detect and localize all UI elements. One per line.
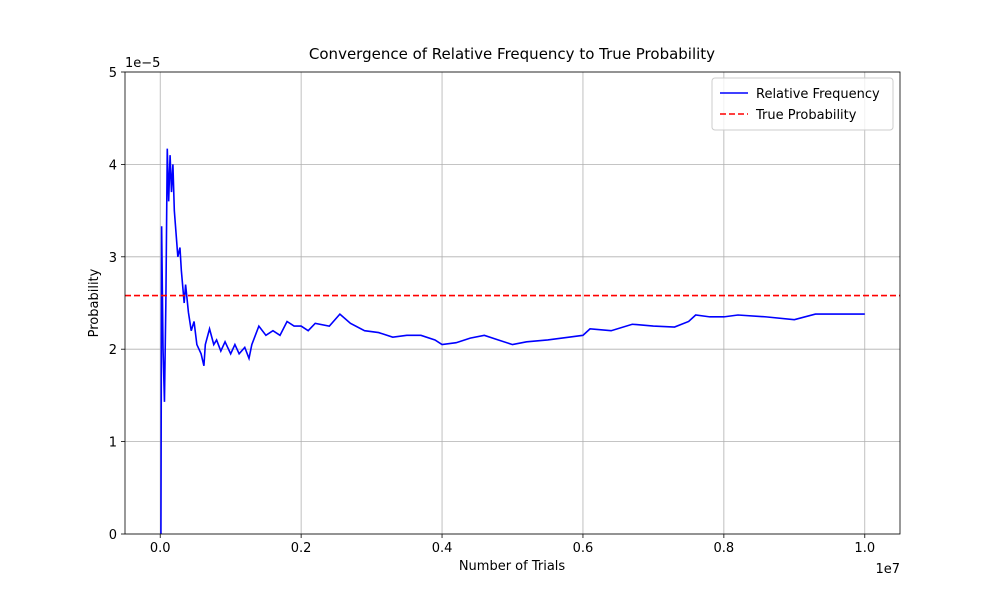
x-tick-label: 0.6: [573, 541, 594, 556]
legend-label: Relative Frequency: [756, 87, 880, 102]
y-tick-label: 1: [109, 436, 117, 451]
y-tick-label: 4: [109, 158, 117, 173]
y-tick-label: 2: [109, 343, 117, 358]
legend-box: [711, 77, 894, 131]
x-tick-label: 0.8: [714, 541, 735, 556]
x-tick-label: 0.2: [291, 541, 312, 556]
x-tick-label: 0.0: [150, 541, 171, 556]
legend-label: True Probability: [755, 108, 857, 123]
y-axis-label: Probability: [87, 268, 102, 337]
y-tick-label: 5: [109, 66, 117, 81]
x-tick-label: 1.0: [854, 541, 875, 556]
x-axis-label: Number of Trials: [459, 559, 566, 574]
y-tick-label: 3: [109, 251, 117, 266]
x-tick-label: 0.4: [432, 541, 453, 556]
y-offset-label: 1e−5: [125, 56, 160, 71]
legend: Relative Frequency True Probability: [711, 77, 894, 131]
chart-title: Convergence of Relative Frequency to Tru…: [309, 45, 715, 63]
data-line: [160, 148, 865, 535]
x-offset-label: 1e7: [875, 562, 900, 577]
y-tick-label: 0: [109, 528, 117, 543]
plot-frame: [124, 71, 901, 535]
